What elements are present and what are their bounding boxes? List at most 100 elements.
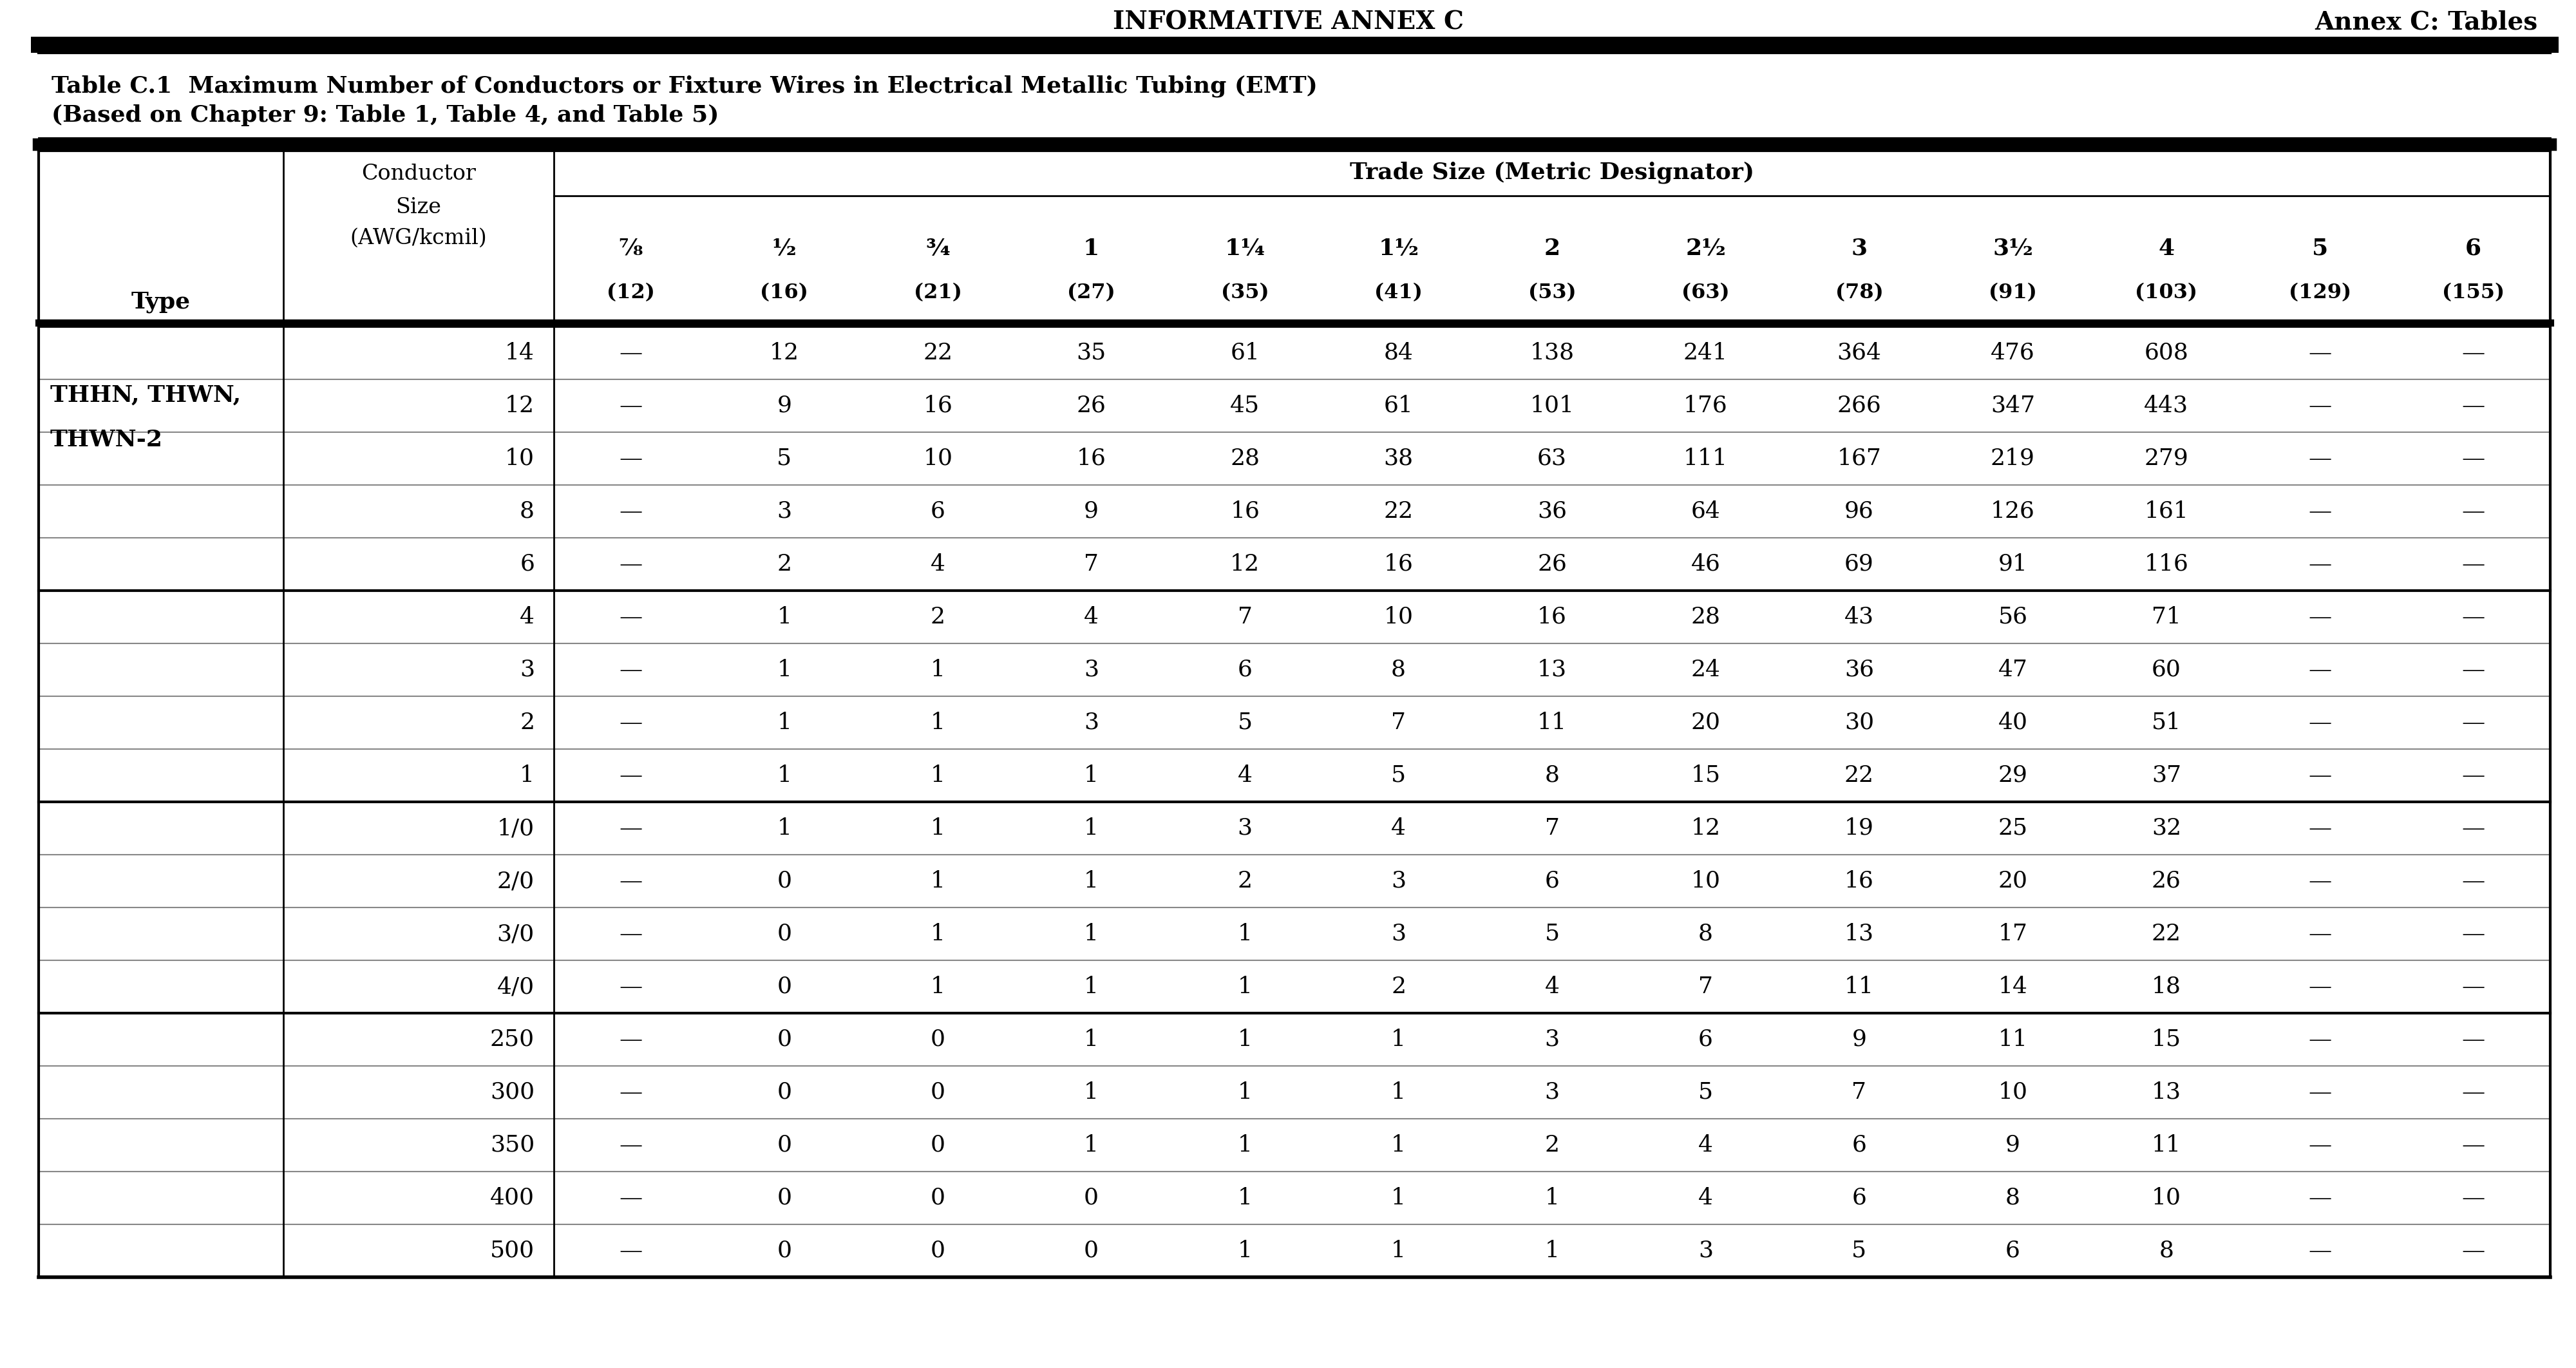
Text: 19: 19 — [1844, 817, 1873, 839]
Text: 46: 46 — [1690, 553, 1721, 575]
Text: 9: 9 — [778, 395, 791, 417]
Text: 16: 16 — [1077, 447, 1105, 469]
Text: 1: 1 — [1391, 1187, 1406, 1209]
Text: 6: 6 — [520, 553, 536, 575]
Text: Type: Type — [131, 291, 191, 313]
Text: 56: 56 — [1999, 606, 2027, 628]
Text: —: — — [2463, 1239, 2486, 1261]
Text: —: — — [618, 765, 641, 787]
Text: —: — — [618, 923, 641, 945]
Text: 0: 0 — [1084, 1239, 1100, 1261]
Text: —: — — [618, 501, 641, 523]
Text: 3: 3 — [778, 501, 791, 523]
Text: 1: 1 — [1084, 975, 1100, 997]
Text: ½: ½ — [773, 238, 796, 260]
Text: 0: 0 — [778, 870, 791, 892]
Text: 5: 5 — [2311, 238, 2329, 260]
Text: —: — — [2308, 606, 2331, 628]
Text: 7: 7 — [1391, 711, 1406, 733]
Text: 0: 0 — [930, 1134, 945, 1156]
Text: 26: 26 — [1077, 395, 1105, 417]
Text: 3: 3 — [1391, 923, 1406, 945]
Text: —: — — [2463, 1187, 2486, 1209]
Text: 14: 14 — [1999, 975, 2027, 997]
Text: —: — — [618, 1239, 641, 1261]
Text: —: — — [618, 817, 641, 839]
Text: 364: 364 — [1837, 342, 1880, 364]
Text: 6: 6 — [1236, 659, 1252, 681]
Text: (91): (91) — [1989, 283, 2038, 302]
Text: 6: 6 — [2004, 1239, 2020, 1261]
Text: 25: 25 — [1999, 817, 2027, 839]
Text: 0: 0 — [778, 923, 791, 945]
Text: 16: 16 — [1538, 606, 1566, 628]
Text: —: — — [618, 1081, 641, 1103]
Text: —: — — [2463, 1081, 2486, 1103]
Text: 1: 1 — [930, 870, 945, 892]
Text: 6: 6 — [1852, 1187, 1868, 1209]
Text: 16: 16 — [1231, 501, 1260, 523]
Text: 1: 1 — [1236, 1081, 1252, 1103]
Text: (53): (53) — [1528, 283, 1577, 302]
Text: 0: 0 — [930, 1081, 945, 1103]
Text: 24: 24 — [1690, 659, 1721, 681]
Text: 1: 1 — [1546, 1239, 1558, 1261]
Text: 5: 5 — [1698, 1081, 1713, 1103]
Text: 0: 0 — [778, 1029, 791, 1051]
Text: 9: 9 — [1852, 1029, 1868, 1051]
Text: 4: 4 — [1546, 975, 1558, 997]
Text: 10: 10 — [1999, 1081, 2027, 1103]
Text: THHN, THWN,: THHN, THWN, — [52, 384, 242, 406]
Text: 3: 3 — [1698, 1239, 1713, 1261]
Text: (78): (78) — [1834, 283, 1883, 302]
Text: 0: 0 — [778, 1187, 791, 1209]
Text: (12): (12) — [605, 283, 654, 302]
Text: 29: 29 — [1999, 765, 2027, 787]
Text: 1: 1 — [930, 765, 945, 787]
Text: 7: 7 — [1698, 975, 1713, 997]
Text: 2: 2 — [1546, 1134, 1558, 1156]
Text: 0: 0 — [930, 1187, 945, 1209]
Text: —: — — [2308, 923, 2331, 945]
Text: 6: 6 — [1852, 1134, 1868, 1156]
Text: —: — — [2463, 606, 2486, 628]
Text: 64: 64 — [1690, 501, 1721, 523]
Text: 1: 1 — [1084, 1081, 1100, 1103]
Text: 1½: 1½ — [1378, 238, 1419, 260]
Text: 10: 10 — [1690, 870, 1721, 892]
Text: 3: 3 — [1852, 238, 1868, 260]
Text: 13: 13 — [1538, 659, 1566, 681]
Text: 4: 4 — [1084, 606, 1100, 628]
Text: 2/0: 2/0 — [497, 870, 536, 892]
Text: (21): (21) — [914, 283, 961, 302]
Text: 2½: 2½ — [1685, 238, 1726, 260]
Text: —: — — [618, 553, 641, 575]
Text: 61: 61 — [1231, 342, 1260, 364]
Text: 1: 1 — [1084, 817, 1100, 839]
Text: 1: 1 — [520, 765, 536, 787]
Text: —: — — [618, 1187, 641, 1209]
Text: 18: 18 — [2151, 975, 2182, 997]
Text: 1: 1 — [1084, 923, 1100, 945]
Text: 9: 9 — [1084, 501, 1100, 523]
Text: 167: 167 — [1837, 447, 1880, 469]
Text: 4: 4 — [930, 553, 945, 575]
Text: 250: 250 — [489, 1029, 536, 1051]
Text: 43: 43 — [1844, 606, 1873, 628]
Text: 16: 16 — [922, 395, 953, 417]
Text: 15: 15 — [2151, 1029, 2182, 1051]
Text: 1: 1 — [1391, 1081, 1406, 1103]
Text: 4: 4 — [2159, 238, 2174, 260]
Text: 1: 1 — [778, 765, 791, 787]
Text: —: — — [2463, 501, 2486, 523]
Text: 37: 37 — [2151, 765, 2182, 787]
Text: 0: 0 — [1084, 1187, 1100, 1209]
Text: 60: 60 — [2151, 659, 2182, 681]
Text: 13: 13 — [2151, 1081, 2182, 1103]
Text: ¾: ¾ — [925, 238, 951, 260]
Text: (Based on Chapter 9: Table 1, Table 4, and Table 5): (Based on Chapter 9: Table 1, Table 4, a… — [52, 104, 719, 126]
Text: 91: 91 — [1999, 553, 2027, 575]
Text: 0: 0 — [778, 1134, 791, 1156]
Text: 443: 443 — [2143, 395, 2190, 417]
Text: —: — — [618, 395, 641, 417]
